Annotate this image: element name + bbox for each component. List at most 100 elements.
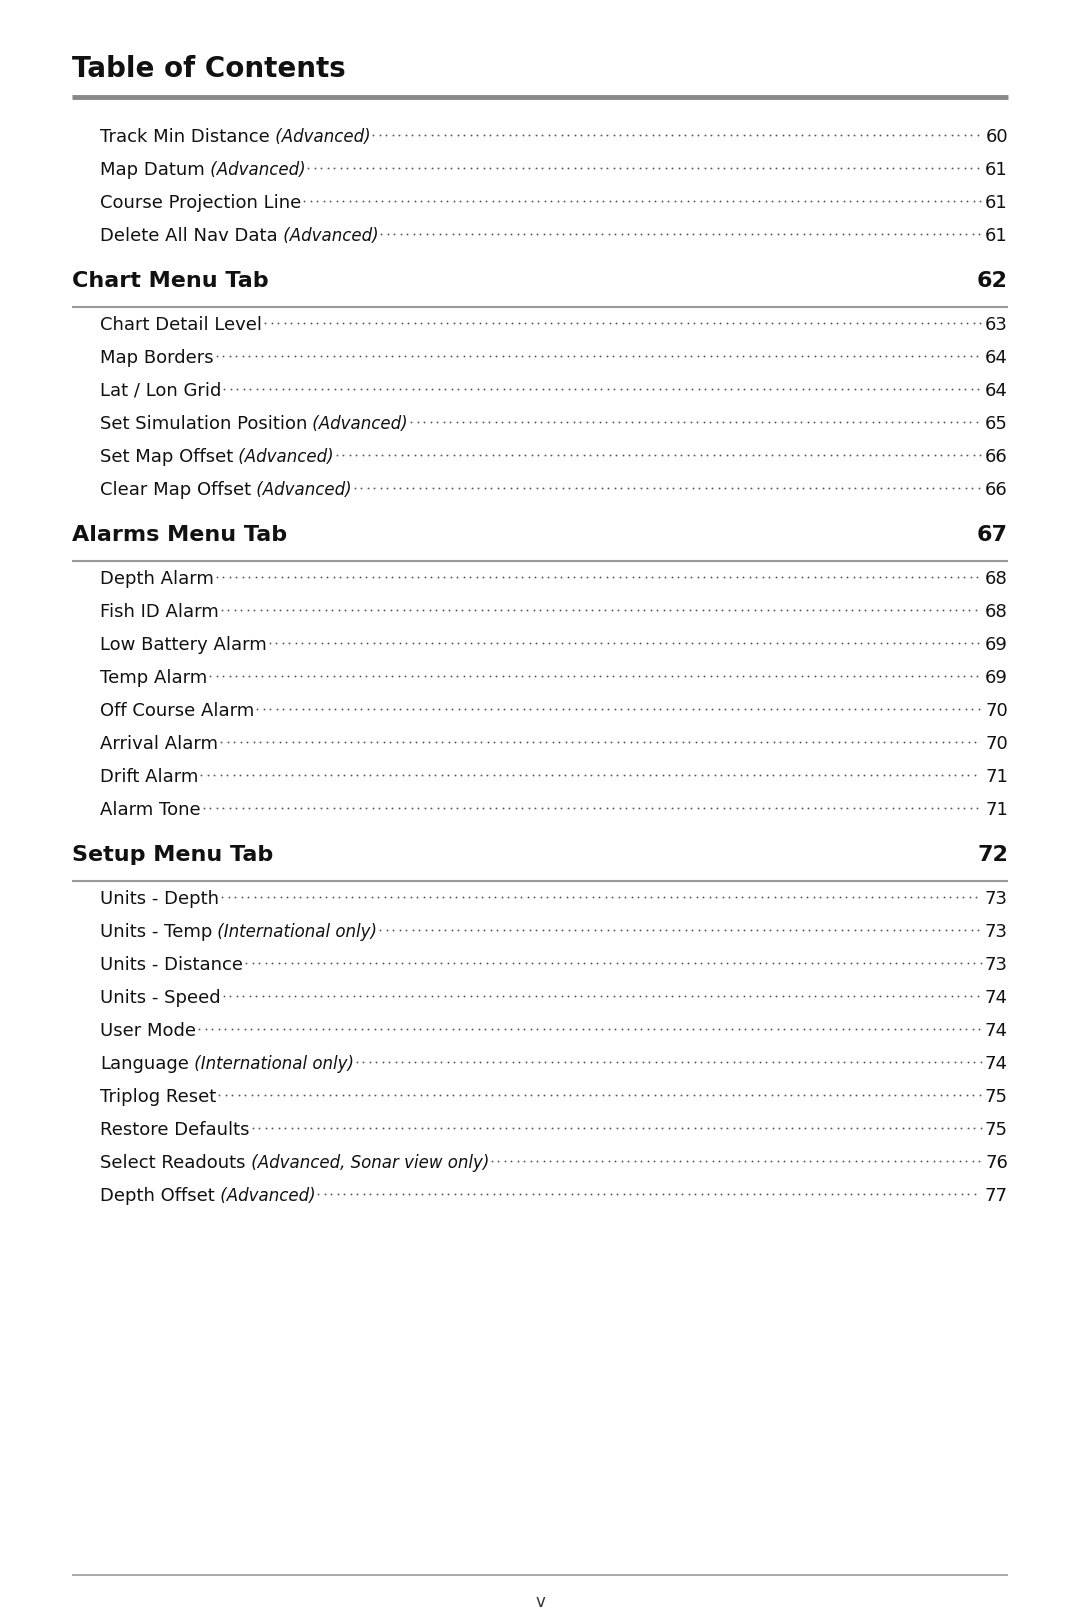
Point: [939, 1082, 956, 1108]
Point: [567, 376, 584, 402]
Point: [788, 1149, 806, 1174]
Point: [644, 343, 661, 369]
Point: [775, 1149, 793, 1174]
Point: [608, 188, 625, 214]
Point: [620, 1149, 637, 1174]
Point: [279, 596, 296, 622]
Point: [510, 1082, 527, 1108]
Point: [456, 630, 473, 656]
Point: [842, 1048, 860, 1074]
Point: [365, 122, 382, 147]
Point: [503, 442, 521, 468]
Point: [703, 697, 720, 723]
Text: Depth Alarm: Depth Alarm: [100, 570, 214, 588]
Point: [836, 729, 853, 755]
Point: [573, 376, 591, 402]
Point: [455, 663, 472, 688]
Point: [351, 564, 368, 590]
Point: [215, 795, 232, 821]
Point: [417, 983, 434, 1009]
Point: [502, 376, 519, 402]
Point: [415, 596, 432, 622]
Point: [384, 376, 402, 402]
Point: [634, 1115, 651, 1140]
Point: [689, 983, 706, 1009]
Point: [654, 1181, 672, 1207]
Point: [376, 596, 393, 622]
Point: [780, 408, 797, 434]
Point: [726, 729, 743, 755]
Point: [546, 663, 564, 688]
Point: [872, 663, 889, 688]
Point: [606, 1016, 623, 1042]
Point: [234, 564, 252, 590]
Point: [658, 122, 675, 147]
Point: [777, 1115, 794, 1140]
Point: [652, 309, 670, 335]
Point: [906, 1082, 923, 1108]
Point: [819, 408, 836, 434]
Point: [900, 1082, 917, 1108]
Point: [561, 475, 578, 501]
Point: [478, 1181, 496, 1207]
Point: [937, 376, 955, 402]
Point: [891, 795, 908, 821]
Point: [933, 949, 950, 975]
Point: [442, 343, 459, 369]
Point: [624, 564, 642, 590]
Point: [957, 630, 974, 656]
Point: [400, 949, 417, 975]
Text: Course Projection Line: Course Projection Line: [100, 194, 301, 212]
Point: [510, 442, 527, 468]
Point: [278, 729, 295, 755]
Point: [872, 156, 889, 181]
Point: [605, 663, 622, 688]
Point: [936, 156, 954, 181]
Point: [906, 188, 923, 214]
Point: [697, 475, 714, 501]
Point: [955, 408, 972, 434]
Point: [944, 917, 961, 943]
Point: [643, 596, 660, 622]
Point: [347, 1082, 364, 1108]
Point: [251, 949, 268, 975]
Point: [687, 729, 704, 755]
Point: [350, 596, 367, 622]
Point: [947, 729, 964, 755]
Point: [237, 1082, 254, 1108]
Point: [729, 156, 746, 181]
Point: [558, 885, 576, 910]
Point: [904, 983, 921, 1009]
Point: [613, 1082, 631, 1108]
Point: [528, 630, 545, 656]
Point: [342, 761, 360, 787]
Point: [905, 376, 922, 402]
Point: [867, 1149, 885, 1174]
Point: [646, 309, 663, 335]
Point: [926, 309, 943, 335]
Point: [657, 564, 674, 590]
Point: [530, 949, 548, 975]
Point: [637, 343, 654, 369]
Point: [677, 376, 694, 402]
Point: [707, 596, 725, 622]
Point: [821, 697, 838, 723]
Point: [282, 1016, 299, 1042]
Point: [868, 761, 886, 787]
Point: [607, 220, 624, 246]
Point: [753, 885, 770, 910]
Point: [596, 1181, 613, 1207]
Point: [623, 885, 640, 910]
Point: [448, 663, 465, 688]
Point: [497, 309, 514, 335]
Point: [794, 376, 811, 402]
Point: [241, 795, 258, 821]
Point: [553, 983, 570, 1009]
Point: [834, 697, 851, 723]
Point: [527, 663, 544, 688]
Point: [521, 663, 538, 688]
Point: [874, 442, 891, 468]
Point: [501, 983, 518, 1009]
Point: [782, 475, 799, 501]
Point: [907, 1115, 924, 1140]
